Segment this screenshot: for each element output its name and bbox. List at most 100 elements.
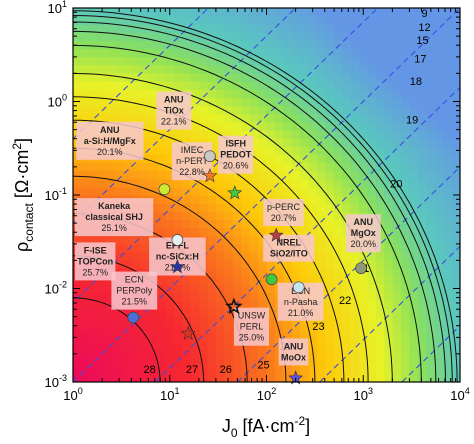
heatmap-cell <box>173 24 183 33</box>
heatmap-cell <box>443 357 453 367</box>
heatmap-cell <box>232 227 242 237</box>
heatmap-cell <box>316 32 326 42</box>
heatmap-cell <box>258 81 268 90</box>
heatmap-cell <box>182 292 192 302</box>
heatmap-cell <box>173 64 183 74</box>
heatmap-cell <box>165 365 175 375</box>
heatmap-cell <box>173 186 183 196</box>
heatmap-cell <box>182 308 192 318</box>
heatmap-cell <box>140 325 150 334</box>
heatmap-cell <box>274 365 284 375</box>
heatmap-cell <box>434 373 444 382</box>
heatmap-cell <box>401 186 411 196</box>
heatmap-cell <box>342 284 352 294</box>
heatmap-cell <box>123 170 133 180</box>
heatmap-cell <box>207 365 217 375</box>
heatmap-cell <box>434 227 444 237</box>
heatmap-cell <box>350 73 360 82</box>
heatmap-cell <box>350 178 360 188</box>
heatmap-cell <box>359 64 369 74</box>
heatmap-cell <box>249 243 259 253</box>
heatmap-cell <box>409 129 419 139</box>
heatmap-cell <box>333 113 343 123</box>
heatmap-cell <box>258 16 268 25</box>
heatmap-cell <box>434 251 444 261</box>
heatmap-cell <box>241 40 251 50</box>
heatmap-cell <box>417 97 427 107</box>
heatmap-cell <box>451 268 460 277</box>
heatmap-cell <box>182 203 192 212</box>
heatmap-cell <box>190 97 200 107</box>
heatmap-cell <box>123 8 133 17</box>
heatmap-cell <box>325 211 335 220</box>
annotation-line: classical SHJ <box>85 212 143 222</box>
heatmap-cell <box>190 316 200 326</box>
heatmap-cell <box>417 113 427 123</box>
heatmap-cell <box>451 260 460 269</box>
heatmap-cell <box>173 16 183 25</box>
heatmap-cell <box>190 89 200 99</box>
heatmap-cell <box>375 81 385 90</box>
heatmap-cell <box>98 235 108 245</box>
heatmap-cell <box>426 121 436 131</box>
heatmap-cell <box>367 292 377 302</box>
heatmap-cell <box>207 105 217 115</box>
heatmap-cell <box>148 129 158 139</box>
heatmap-cell <box>81 105 91 115</box>
heatmap-cell <box>106 325 116 334</box>
heatmap-cell <box>89 73 99 82</box>
heatmap-cell <box>443 195 453 204</box>
heatmap-cell <box>182 129 192 139</box>
heatmap-cell <box>115 365 125 375</box>
heatmap-cell <box>392 170 402 180</box>
heatmap-cell <box>308 341 318 351</box>
heatmap-cell <box>89 292 99 302</box>
heatmap-cell <box>417 365 427 375</box>
heatmap-cell <box>283 89 293 99</box>
heatmap-cell <box>123 40 133 50</box>
heatmap-cell <box>350 357 360 367</box>
heatmap-cell <box>157 325 167 334</box>
heatmap-cell <box>98 276 108 286</box>
heatmap-cell <box>241 48 251 58</box>
heatmap-cell <box>224 97 234 107</box>
heatmap-cell <box>157 203 167 212</box>
heatmap-cell <box>342 64 352 74</box>
heatmap-cell <box>392 284 402 294</box>
heatmap-cell <box>409 349 419 359</box>
heatmap-cell <box>157 146 167 155</box>
heatmap-cell <box>291 333 301 342</box>
heatmap-cell <box>182 48 192 58</box>
heatmap-cell <box>451 129 460 139</box>
heatmap-cell <box>367 284 377 294</box>
heatmap-cell <box>350 170 360 180</box>
annotation-line: 21.0% <box>288 308 314 318</box>
y-tick-label: 100 <box>48 93 67 110</box>
heatmap-cell <box>89 56 99 66</box>
heatmap-cell <box>216 300 226 310</box>
heatmap-cell <box>434 308 444 318</box>
heatmap-cell <box>443 154 453 164</box>
heatmap-cell <box>106 64 116 74</box>
heatmap-cell <box>375 97 385 107</box>
heatmap-cell <box>333 97 343 107</box>
heatmap-cell <box>258 89 268 99</box>
heatmap-cell <box>392 300 402 310</box>
heatmap-cell <box>451 333 460 342</box>
heatmap-cell <box>98 365 108 375</box>
annotation-box <box>76 121 144 160</box>
heatmap-cell <box>392 260 402 269</box>
heatmap-cell <box>367 121 377 131</box>
heatmap-cell <box>173 365 183 375</box>
heatmap-cell <box>392 154 402 164</box>
heatmap-cell <box>140 186 150 196</box>
heatmap-cell <box>384 170 394 180</box>
heatmap-cell <box>182 373 192 382</box>
heatmap-cell <box>241 276 251 286</box>
heatmap-cell <box>333 40 343 50</box>
heatmap-cell <box>392 48 402 58</box>
heatmap-cell <box>434 64 444 74</box>
heatmap-cell <box>148 365 158 375</box>
heatmap-cell <box>283 333 293 342</box>
heatmap-cell <box>401 349 411 359</box>
